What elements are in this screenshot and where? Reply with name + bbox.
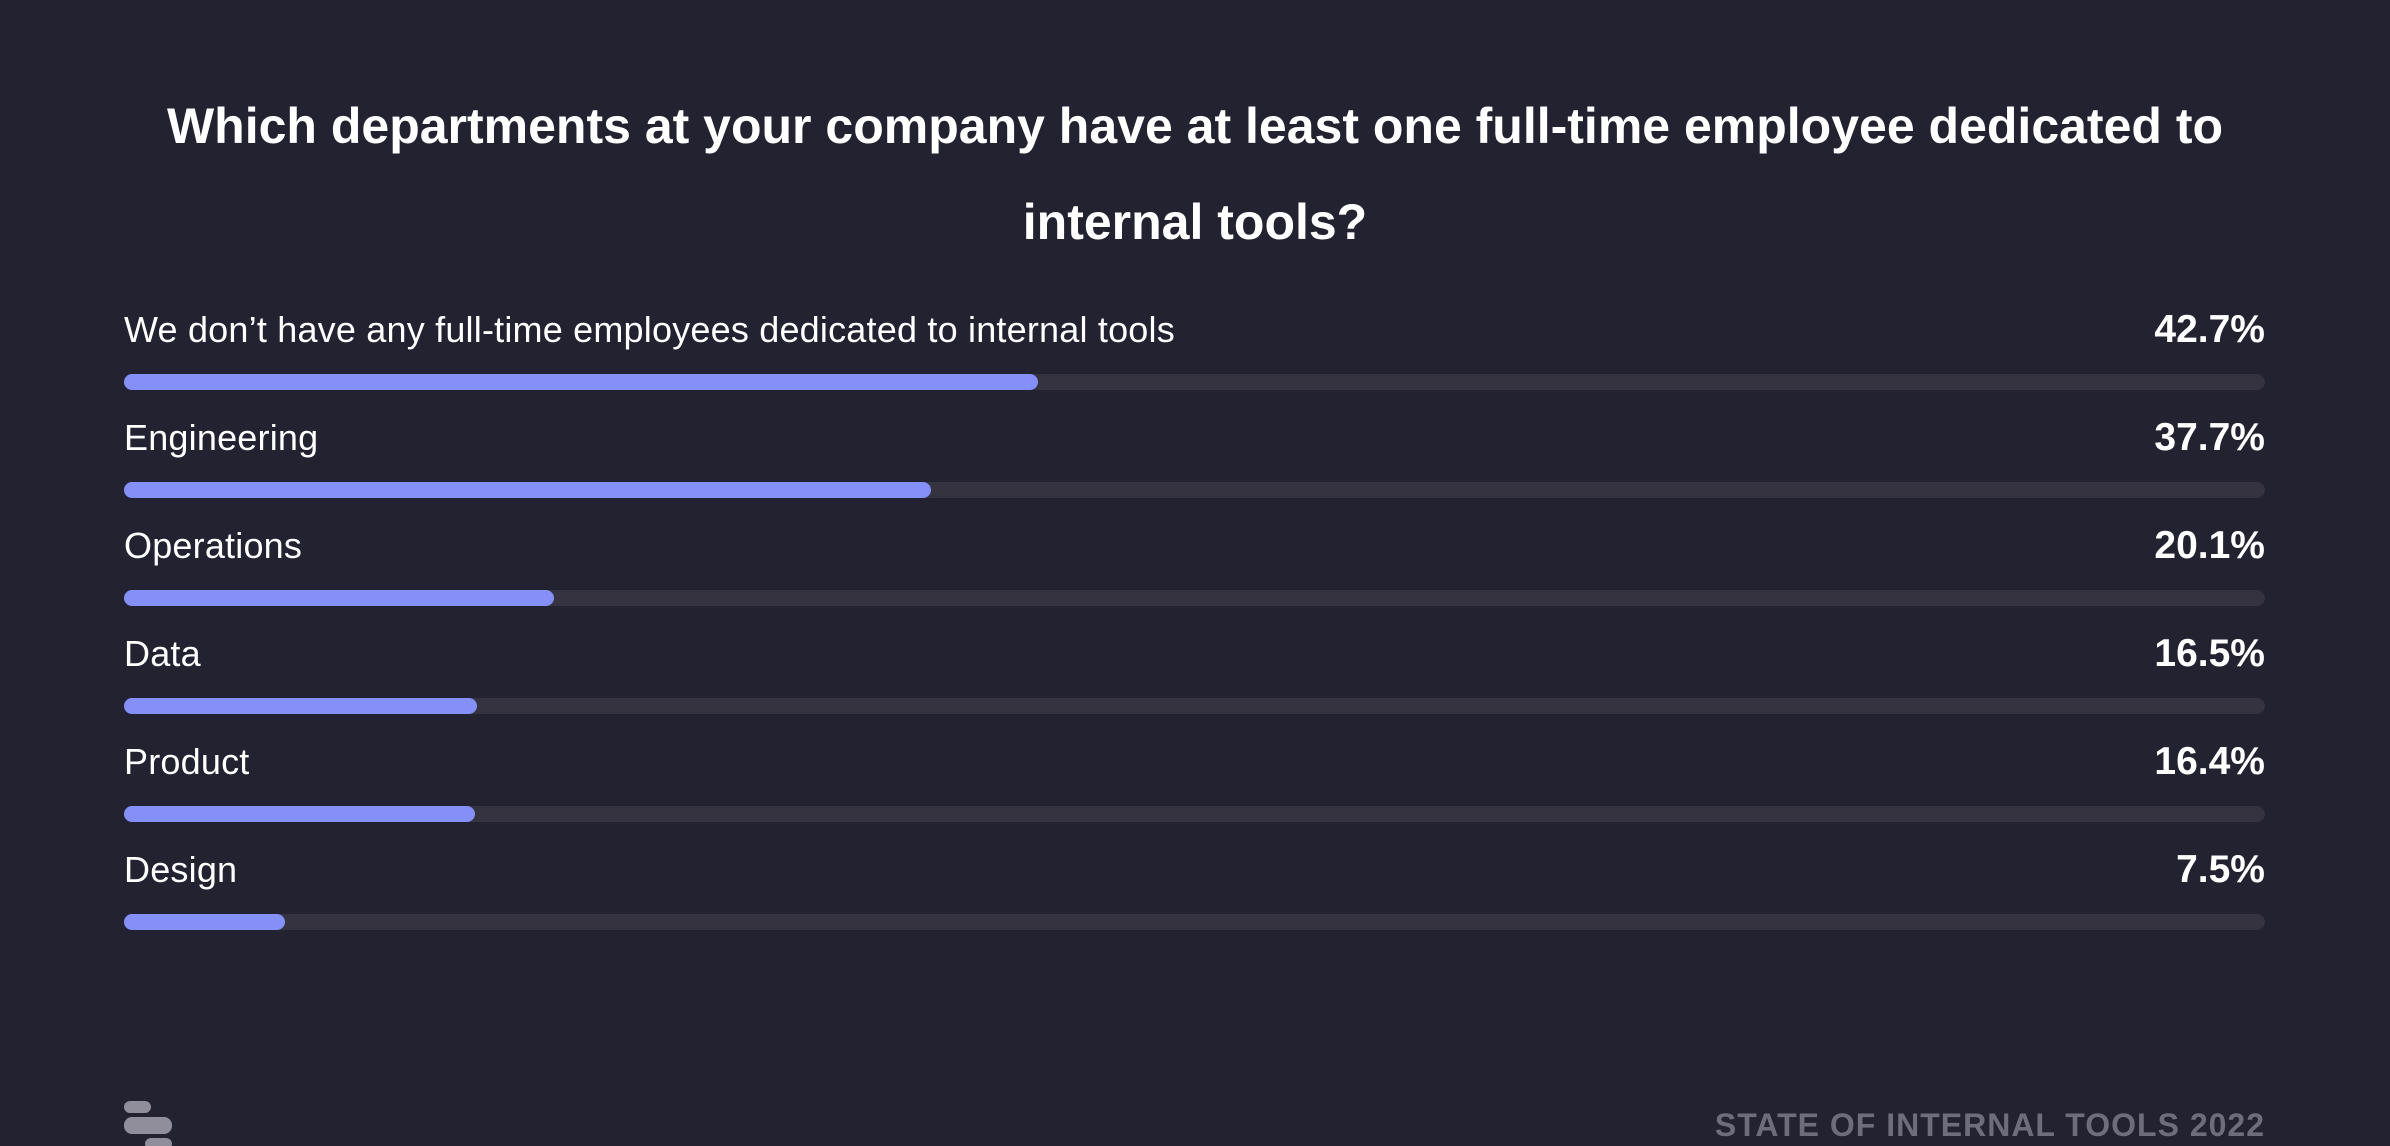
bar-track: [124, 698, 2265, 714]
bar-fill: [124, 374, 1039, 390]
chart-row-head: Engineering 37.7%: [124, 416, 2265, 460]
bar-fill: [124, 590, 555, 606]
bar-track: [124, 374, 2265, 390]
bar-fill: [124, 806, 476, 822]
chart-title-line-2: internal tools?: [1022, 194, 1368, 250]
logo-pill-top: [124, 1101, 151, 1113]
chart-row: We don’t have any full-time employees de…: [124, 308, 2265, 390]
value-label: 16.4%: [2154, 740, 2265, 783]
chart-row-head: Product 16.4%: [124, 740, 2265, 784]
category-label: Product: [124, 741, 250, 782]
chart-row-head: Design 7.5%: [124, 848, 2265, 892]
chart-row-head: Data 16.5%: [124, 632, 2265, 676]
bar-track: [124, 482, 2265, 498]
chart-row: Engineering 37.7%: [124, 416, 2265, 498]
bar-fill: [124, 914, 285, 930]
chart-row: Data 16.5%: [124, 632, 2265, 714]
footer-source-label: STATE OF INTERNAL TOOLS 2022: [1714, 1107, 2265, 1143]
bar-fill: [124, 482, 932, 498]
value-label: 7.5%: [2176, 848, 2265, 891]
chart-row: Design 7.5%: [124, 848, 2265, 930]
retool-logo-icon: [124, 1101, 172, 1146]
category-label: We don’t have any full-time employees de…: [124, 309, 1175, 350]
logo-pill-bottom: [145, 1138, 172, 1146]
logo-pill-middle: [124, 1117, 172, 1134]
category-label: Design: [124, 849, 238, 890]
category-label: Engineering: [124, 417, 319, 458]
chart-title: Which departments at your company have a…: [124, 78, 2266, 270]
value-label: 20.1%: [2154, 524, 2265, 567]
category-label: Operations: [124, 525, 303, 566]
bar-track: [124, 914, 2265, 930]
category-label: Data: [124, 633, 201, 674]
chart-row-head: Operations 20.1%: [124, 524, 2265, 568]
chart-row: Product 16.4%: [124, 740, 2265, 822]
value-label: 37.7%: [2154, 416, 2265, 459]
chart-title-line-1: Which departments at your company have a…: [166, 98, 2224, 154]
chart-row: Operations 20.1%: [124, 524, 2265, 606]
value-label: 16.5%: [2154, 632, 2265, 675]
bar-fill: [124, 698, 478, 714]
bar-track: [124, 806, 2265, 822]
chart-row-head: We don’t have any full-time employees de…: [124, 308, 2265, 352]
footer: STATE OF INTERNAL TOOLS 2022: [124, 1101, 2265, 1146]
survey-chart-page: Which departments at your company have a…: [0, 78, 2390, 1146]
value-label: 42.7%: [2154, 308, 2265, 351]
bar-chart: We don’t have any full-time employees de…: [124, 308, 2265, 930]
bar-track: [124, 590, 2265, 606]
